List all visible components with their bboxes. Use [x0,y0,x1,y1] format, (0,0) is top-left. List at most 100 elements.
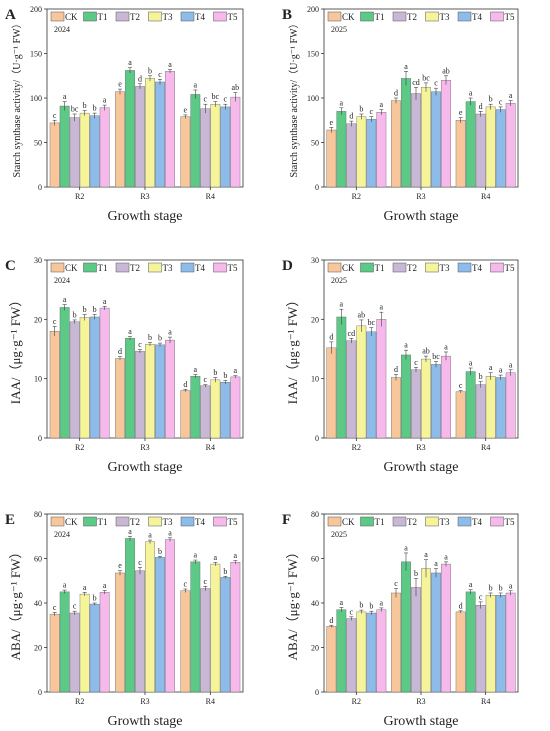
legend-swatch-t1 [83,11,97,22]
bar-t1-r4 [465,371,476,439]
x-axis-label: Growth stage [107,209,182,224]
bar-ck-r2 [49,331,60,439]
legend-swatch-t1 [83,262,97,273]
legend-swatch-t5 [490,11,504,22]
y-tick-label: 100 [307,94,319,103]
bar-t4-r4 [495,595,506,693]
bar-t5-r4 [230,562,241,693]
y-tick-label: 150 [307,50,319,59]
significance-letter: ab [422,347,430,356]
legend-label-t4: T4 [195,12,205,22]
y-tick-label: 0 [38,183,42,192]
significance-letter: a [83,583,87,592]
bar-t5-r4 [505,372,516,439]
bar-t1-r2 [59,105,70,188]
bar-t5-r2 [376,112,387,188]
legend-label-t3: T3 [440,517,450,527]
bar-t5-r3 [165,339,175,439]
bar-t4-r2 [89,316,100,439]
legend-swatch-t1 [360,516,374,527]
significance-letter: bc [422,73,430,82]
significance-letter: b [93,104,97,113]
bar-t3-r3 [421,568,431,693]
y-tick-label: 20 [311,315,319,324]
year-label: 2025 [331,276,347,285]
y-axis-label: Starch synthase activity/（U·g⁻¹ FW） [11,18,23,177]
significance-letter: a [194,80,198,89]
legend-swatch-t5 [490,516,504,527]
significance-letter: b [369,602,373,611]
year-label: 2024 [54,276,70,285]
bar-t1-r3 [401,561,411,693]
significance-letter: b [158,334,162,343]
significance-letter: a [404,543,408,552]
significance-letter: b [223,371,227,380]
bar-ck-r3 [115,358,125,439]
legend-label-ck: CK [342,517,355,527]
legend-swatch-t1 [360,262,374,273]
significance-letter: d [459,601,463,610]
significance-letter: c [73,602,77,611]
bar-ck-r2 [326,129,337,188]
significance-letter: a [469,358,473,367]
significance-letter: c [370,107,374,116]
significance-letter: a [168,528,172,537]
y-axis-label: ABA/（μg·g⁻¹ FW） [285,546,300,661]
bar-ck-r4 [455,120,466,188]
significance-letter: a [499,366,503,375]
bar-t4-r4 [495,377,506,439]
bar-t1-r3 [125,70,135,188]
significance-letter: c [459,381,463,390]
x-axis-label: Growth stage [383,714,458,729]
significance-letter: c [204,375,208,384]
legend-label-t2: T2 [407,263,417,273]
bar-t1-r3 [125,338,135,439]
bar-t4-r3 [431,572,441,693]
x-tick-label: R2 [352,443,361,452]
bar-t5-r2 [99,307,110,439]
significance-letter: b [73,310,77,319]
chart-panel-f: F 0 20 40 60 80 ABA/（μg·g⁻¹ FW） Growth stage 202… [282,510,519,729]
legend-label-t3: T3 [163,12,173,22]
bar-ck-r2 [326,626,337,693]
significance-letter: b [223,567,227,576]
y-tick-label: 0 [315,688,319,697]
legend-swatch-ck [327,516,342,527]
significance-letter: c [499,97,503,106]
year-label: 2024 [54,25,70,34]
bar-t4-r4 [220,577,231,693]
x-tick-label: R3 [416,443,425,452]
significance-letter: a [340,300,344,309]
bar-t5-r2 [376,609,387,693]
significance-letter: b [83,101,87,110]
legend-label-t3: T3 [440,12,450,22]
bar-t4-r2 [366,331,377,439]
y-tick-label: 20 [34,644,42,653]
significance-letter: c [479,592,483,601]
significance-letter: e [118,561,122,570]
significance-letter: c [394,579,398,588]
panel-label: E [5,512,15,528]
significance-letter: b [93,305,97,314]
legend-swatch-t3 [148,262,162,273]
legend-label-t1: T1 [98,12,108,22]
significance-letter: cd [412,78,420,87]
significance-letter: ab [232,83,240,92]
bar-t4-r3 [155,81,165,188]
significance-letter: bc [71,105,79,114]
chart-panel-b: B 0 50 100 150 200 Starch synthase activity/（U… [282,5,519,224]
significance-letter: a [509,581,513,590]
legend-swatch-ck [327,11,342,22]
bar-t3-r2 [356,116,367,188]
legend-label-t1: T1 [98,517,108,527]
y-axis-label: IAA/（μg·g⁻¹ FW） [285,294,300,405]
y-tick-label: 50 [311,139,319,148]
significance-letter: c [434,79,438,88]
bar-t2-r2 [346,123,357,188]
legend-swatch-ck [50,516,65,527]
year-label: 2024 [54,530,70,539]
legend-label-ck: CK [65,517,78,527]
bar-t1-r2 [336,111,347,188]
significance-letter: b [158,547,162,556]
